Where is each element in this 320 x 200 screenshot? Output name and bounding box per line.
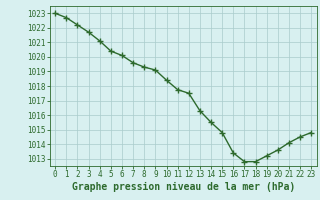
X-axis label: Graphe pression niveau de la mer (hPa): Graphe pression niveau de la mer (hPa) [72,182,295,192]
